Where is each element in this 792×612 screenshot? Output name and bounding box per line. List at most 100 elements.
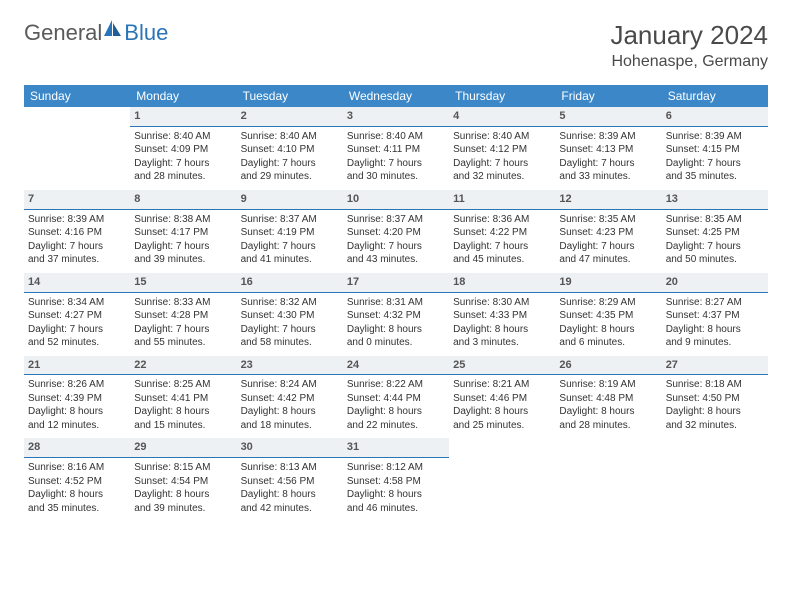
day-line-set: Sunset: 4:39 PM	[28, 392, 126, 406]
calendar-day-cell: 16Sunrise: 8:32 AMSunset: 4:30 PMDayligh…	[237, 273, 343, 356]
weekday-header: Tuesday	[237, 85, 343, 107]
calendar-week-row: 14Sunrise: 8:34 AMSunset: 4:27 PMDayligh…	[24, 273, 768, 356]
day-line-set: Sunset: 4:09 PM	[134, 143, 232, 157]
day-line-d2: and 37 minutes.	[28, 253, 126, 267]
calendar-day-cell: 18Sunrise: 8:30 AMSunset: 4:33 PMDayligh…	[449, 273, 555, 356]
day-line-d1: Daylight: 8 hours	[559, 405, 657, 419]
day-line-d2: and 35 minutes.	[666, 170, 764, 184]
day-line-sun: Sunrise: 8:37 AM	[347, 213, 445, 227]
day-number: 7	[24, 190, 130, 210]
calendar-day-cell: 23Sunrise: 8:24 AMSunset: 4:42 PMDayligh…	[237, 356, 343, 439]
day-line-set: Sunset: 4:56 PM	[241, 475, 339, 489]
day-details: Sunrise: 8:33 AMSunset: 4:28 PMDaylight:…	[130, 293, 236, 356]
day-line-set: Sunset: 4:10 PM	[241, 143, 339, 157]
calendar-day-cell: 6Sunrise: 8:39 AMSunset: 4:15 PMDaylight…	[662, 107, 768, 190]
calendar-day-cell: 17Sunrise: 8:31 AMSunset: 4:32 PMDayligh…	[343, 273, 449, 356]
day-line-sun: Sunrise: 8:16 AM	[28, 461, 126, 475]
day-line-d2: and 3 minutes.	[453, 336, 551, 350]
day-line-d1: Daylight: 8 hours	[666, 323, 764, 337]
day-line-d2: and 58 minutes.	[241, 336, 339, 350]
day-line-d2: and 32 minutes.	[453, 170, 551, 184]
day-details: Sunrise: 8:40 AMSunset: 4:09 PMDaylight:…	[130, 127, 236, 190]
day-details: Sunrise: 8:37 AMSunset: 4:19 PMDaylight:…	[237, 210, 343, 273]
day-line-d1: Daylight: 7 hours	[134, 240, 232, 254]
title-block: January 2024 Hohenaspe, Germany	[610, 20, 768, 71]
day-line-d1: Daylight: 7 hours	[666, 240, 764, 254]
day-number: 1	[130, 107, 236, 127]
day-number: 16	[237, 273, 343, 293]
calendar-day-cell: 31Sunrise: 8:12 AMSunset: 4:58 PMDayligh…	[343, 438, 449, 521]
day-details: Sunrise: 8:24 AMSunset: 4:42 PMDaylight:…	[237, 375, 343, 438]
day-line-d2: and 55 minutes.	[134, 336, 232, 350]
day-line-sun: Sunrise: 8:33 AM	[134, 296, 232, 310]
day-number: 27	[662, 356, 768, 376]
calendar-day-cell: 2Sunrise: 8:40 AMSunset: 4:10 PMDaylight…	[237, 107, 343, 190]
day-line-d2: and 30 minutes.	[347, 170, 445, 184]
day-line-sun: Sunrise: 8:22 AM	[347, 378, 445, 392]
day-number: 17	[343, 273, 449, 293]
brand-logo: General Blue	[24, 20, 168, 46]
day-line-d1: Daylight: 7 hours	[347, 157, 445, 171]
day-line-d1: Daylight: 7 hours	[559, 157, 657, 171]
day-line-sun: Sunrise: 8:24 AM	[241, 378, 339, 392]
day-details: Sunrise: 8:35 AMSunset: 4:25 PMDaylight:…	[662, 210, 768, 273]
calendar-day-cell: 21Sunrise: 8:26 AMSunset: 4:39 PMDayligh…	[24, 356, 130, 439]
day-line-d2: and 18 minutes.	[241, 419, 339, 433]
day-line-d1: Daylight: 7 hours	[453, 240, 551, 254]
calendar-day-cell: 15Sunrise: 8:33 AMSunset: 4:28 PMDayligh…	[130, 273, 236, 356]
day-line-set: Sunset: 4:13 PM	[559, 143, 657, 157]
day-number: 3	[343, 107, 449, 127]
day-line-sun: Sunrise: 8:40 AM	[241, 130, 339, 144]
day-number: 2	[237, 107, 343, 127]
day-line-d1: Daylight: 7 hours	[453, 157, 551, 171]
day-line-set: Sunset: 4:37 PM	[666, 309, 764, 323]
day-line-set: Sunset: 4:22 PM	[453, 226, 551, 240]
day-line-set: Sunset: 4:54 PM	[134, 475, 232, 489]
calendar-day-cell: 4Sunrise: 8:40 AMSunset: 4:12 PMDaylight…	[449, 107, 555, 190]
weekday-header: Friday	[555, 85, 661, 107]
calendar-table: SundayMondayTuesdayWednesdayThursdayFrid…	[24, 85, 768, 521]
day-line-d1: Daylight: 7 hours	[134, 323, 232, 337]
calendar-day-cell: 29Sunrise: 8:15 AMSunset: 4:54 PMDayligh…	[130, 438, 236, 521]
day-line-d2: and 9 minutes.	[666, 336, 764, 350]
day-line-d2: and 12 minutes.	[28, 419, 126, 433]
day-line-d2: and 33 minutes.	[559, 170, 657, 184]
day-line-d1: Daylight: 7 hours	[241, 323, 339, 337]
day-number: 18	[449, 273, 555, 293]
calendar-day-cell: 11Sunrise: 8:36 AMSunset: 4:22 PMDayligh…	[449, 190, 555, 273]
day-line-d1: Daylight: 7 hours	[241, 240, 339, 254]
day-number: 25	[449, 356, 555, 376]
day-details: Sunrise: 8:26 AMSunset: 4:39 PMDaylight:…	[24, 375, 130, 438]
logo-text-general: General	[24, 20, 102, 46]
day-line-set: Sunset: 4:41 PM	[134, 392, 232, 406]
day-details: Sunrise: 8:15 AMSunset: 4:54 PMDaylight:…	[130, 458, 236, 521]
calendar-day-cell: 1Sunrise: 8:40 AMSunset: 4:09 PMDaylight…	[130, 107, 236, 190]
calendar-day-cell: 3Sunrise: 8:40 AMSunset: 4:11 PMDaylight…	[343, 107, 449, 190]
weekday-header: Monday	[130, 85, 236, 107]
day-line-sun: Sunrise: 8:39 AM	[559, 130, 657, 144]
day-line-d2: and 0 minutes.	[347, 336, 445, 350]
day-line-d1: Daylight: 7 hours	[28, 240, 126, 254]
weekday-header: Saturday	[662, 85, 768, 107]
day-line-set: Sunset: 4:11 PM	[347, 143, 445, 157]
day-line-sun: Sunrise: 8:26 AM	[28, 378, 126, 392]
calendar-day-cell: 13Sunrise: 8:35 AMSunset: 4:25 PMDayligh…	[662, 190, 768, 273]
day-details: Sunrise: 8:39 AMSunset: 4:15 PMDaylight:…	[662, 127, 768, 190]
day-details: Sunrise: 8:37 AMSunset: 4:20 PMDaylight:…	[343, 210, 449, 273]
day-details: Sunrise: 8:36 AMSunset: 4:22 PMDaylight:…	[449, 210, 555, 273]
day-line-d2: and 42 minutes.	[241, 502, 339, 516]
day-line-set: Sunset: 4:28 PM	[134, 309, 232, 323]
day-number: 11	[449, 190, 555, 210]
day-line-set: Sunset: 4:15 PM	[666, 143, 764, 157]
day-line-d2: and 39 minutes.	[134, 253, 232, 267]
day-line-d2: and 22 minutes.	[347, 419, 445, 433]
day-line-d2: and 28 minutes.	[559, 419, 657, 433]
day-line-set: Sunset: 4:44 PM	[347, 392, 445, 406]
day-line-set: Sunset: 4:25 PM	[666, 226, 764, 240]
calendar-day-cell: 8Sunrise: 8:38 AMSunset: 4:17 PMDaylight…	[130, 190, 236, 273]
day-line-sun: Sunrise: 8:36 AM	[453, 213, 551, 227]
day-line-set: Sunset: 4:32 PM	[347, 309, 445, 323]
day-details: Sunrise: 8:40 AMSunset: 4:11 PMDaylight:…	[343, 127, 449, 190]
day-line-sun: Sunrise: 8:39 AM	[28, 213, 126, 227]
calendar-week-row: 28Sunrise: 8:16 AMSunset: 4:52 PMDayligh…	[24, 438, 768, 521]
